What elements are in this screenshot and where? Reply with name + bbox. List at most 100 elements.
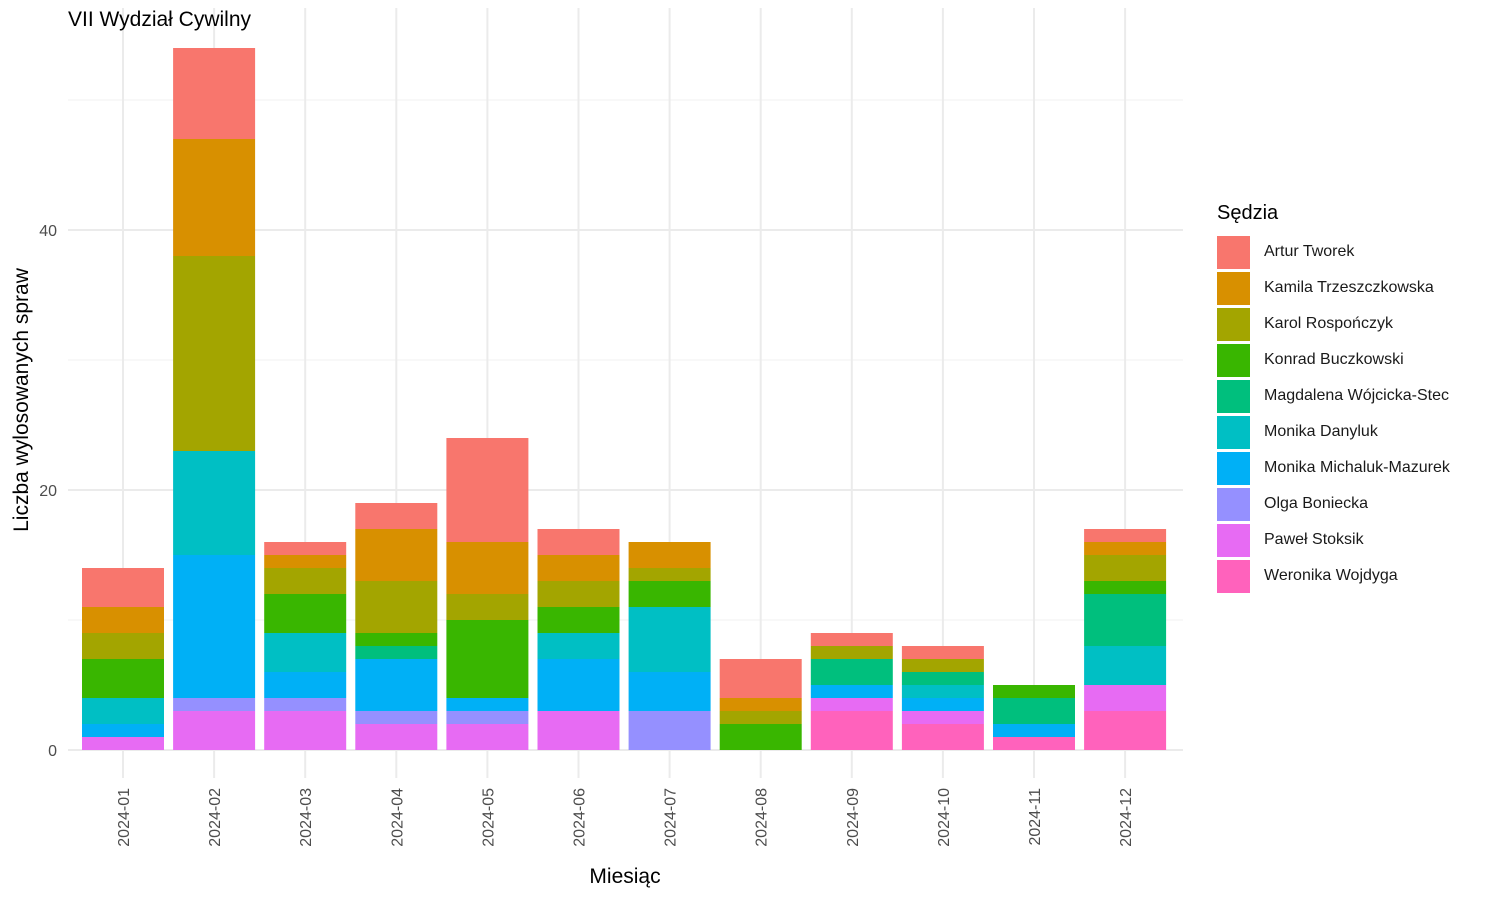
x-tick-label: 2024-10 bbox=[936, 788, 953, 847]
legend-item: Kamila Trzeszczkowska bbox=[1217, 270, 1450, 306]
bar-segment bbox=[810, 633, 893, 646]
bar-segment bbox=[719, 698, 802, 711]
bar-segment bbox=[264, 555, 347, 568]
bar-segment bbox=[446, 620, 529, 698]
bar-segment bbox=[719, 711, 802, 724]
bar-segment bbox=[628, 672, 711, 711]
bar-segment bbox=[173, 555, 256, 698]
bar-segment bbox=[82, 724, 164, 737]
legend-label: Karol Rospończyk bbox=[1264, 315, 1393, 332]
bar-segment bbox=[993, 724, 1075, 737]
bar-segment bbox=[446, 711, 529, 724]
legend-item: Magdalena Wójcicka-Stec bbox=[1217, 378, 1450, 414]
legend-label: Olga Boniecka bbox=[1264, 495, 1369, 512]
bar-segment bbox=[719, 724, 802, 750]
bar-segment bbox=[901, 685, 984, 698]
bar-segment bbox=[901, 711, 984, 724]
bar-segment bbox=[810, 711, 893, 750]
legend-key bbox=[1217, 559, 1250, 593]
bar-segment bbox=[355, 646, 438, 659]
legend-label: Monika Danyluk bbox=[1264, 423, 1378, 440]
bar-segment bbox=[82, 568, 164, 607]
y-tick-labels: 0 20 40 bbox=[39, 223, 57, 760]
x-tick-label: 2024-05 bbox=[480, 788, 497, 847]
bar-segment bbox=[1084, 646, 1167, 685]
bar-segment bbox=[901, 659, 984, 672]
bar-segment bbox=[82, 633, 164, 659]
bar-segment bbox=[446, 438, 529, 542]
x-tick-label: 2024-03 bbox=[298, 788, 315, 847]
bar-segment bbox=[82, 737, 164, 750]
legend-item: Artur Tworek bbox=[1217, 234, 1450, 270]
bar-segment bbox=[264, 568, 347, 594]
x-tick-label: 2024-06 bbox=[572, 788, 589, 847]
legend-key bbox=[1217, 415, 1250, 449]
bar-segment bbox=[537, 581, 620, 607]
bar-segment bbox=[446, 698, 529, 711]
chart-title: VII Wydział Cywilny bbox=[68, 8, 252, 31]
x-tick-labels: 2024-01 2024-02 2024-03 2024-04 2024-05 2024-… bbox=[116, 788, 1135, 847]
bar-segment bbox=[264, 594, 347, 633]
bar-segment bbox=[628, 607, 711, 672]
y-axis-label: Liczba wylosowanych spraw bbox=[10, 268, 33, 532]
y-tick-label: 0 bbox=[48, 743, 57, 760]
legend-key bbox=[1217, 451, 1250, 485]
bar-segment bbox=[810, 698, 893, 711]
x-tick-label: 2024-12 bbox=[1118, 788, 1135, 847]
legend-key bbox=[1217, 487, 1250, 521]
bar-segment bbox=[446, 724, 529, 750]
bar-segment bbox=[264, 698, 347, 711]
legend-item: Monika Danyluk bbox=[1217, 414, 1450, 450]
bar-segment bbox=[1084, 685, 1167, 711]
bar-segment bbox=[719, 659, 802, 698]
bar-segment bbox=[993, 685, 1075, 698]
bar-segment bbox=[1084, 529, 1167, 542]
legend-key bbox=[1217, 343, 1250, 377]
bar-segment bbox=[82, 698, 164, 724]
bar-segment bbox=[173, 451, 256, 555]
legend-key bbox=[1217, 271, 1250, 305]
bar-segment bbox=[1084, 594, 1167, 646]
bar-segment bbox=[355, 724, 438, 750]
legend-label: Weronika Wojdyga bbox=[1264, 567, 1398, 584]
bar-segment bbox=[628, 711, 711, 750]
legend-key bbox=[1217, 379, 1250, 413]
x-axis-label: Miesiąc bbox=[589, 865, 661, 888]
bar-segment bbox=[901, 724, 984, 750]
bar-segment bbox=[1084, 542, 1167, 555]
bar-segment bbox=[82, 659, 164, 698]
bar-segment bbox=[446, 542, 529, 594]
legend-key bbox=[1217, 235, 1250, 269]
bar-segment bbox=[355, 711, 438, 724]
legend-key bbox=[1217, 307, 1250, 341]
bar-segment bbox=[901, 646, 984, 659]
x-tick-label: 2024-02 bbox=[207, 788, 224, 847]
x-tick-label: 2024-04 bbox=[389, 788, 406, 847]
bar-segment bbox=[355, 529, 438, 581]
bar-segment bbox=[264, 711, 347, 750]
bar-segment bbox=[173, 256, 256, 451]
bar-segment bbox=[173, 48, 256, 139]
bar-segment bbox=[628, 542, 711, 568]
bar-segment bbox=[537, 659, 620, 711]
y-tick-label: 40 bbox=[39, 223, 57, 240]
legend-item: Karol Rospończyk bbox=[1217, 306, 1450, 342]
legend-label: Konrad Buczkowski bbox=[1264, 351, 1404, 368]
bar-segment bbox=[993, 698, 1075, 724]
bar-segment bbox=[173, 139, 256, 256]
bar-segment bbox=[173, 698, 256, 711]
legend-key bbox=[1217, 523, 1250, 557]
bar-segment bbox=[537, 529, 620, 555]
x-tick-label: 2024-09 bbox=[845, 788, 862, 847]
bar-segment bbox=[264, 542, 347, 555]
legend-label: Artur Tworek bbox=[1264, 243, 1355, 260]
legend-item: Monika Michaluk-Mazurek bbox=[1217, 450, 1450, 486]
bar-segment bbox=[537, 607, 620, 633]
bar-segment bbox=[993, 737, 1075, 750]
bar-segment bbox=[810, 685, 893, 698]
bars bbox=[82, 48, 1167, 750]
legend-label: Kamila Trzeszczkowska bbox=[1264, 279, 1434, 296]
bar-segment bbox=[628, 581, 711, 607]
x-tick-label: 2024-08 bbox=[754, 788, 771, 847]
bar-segment bbox=[537, 555, 620, 581]
